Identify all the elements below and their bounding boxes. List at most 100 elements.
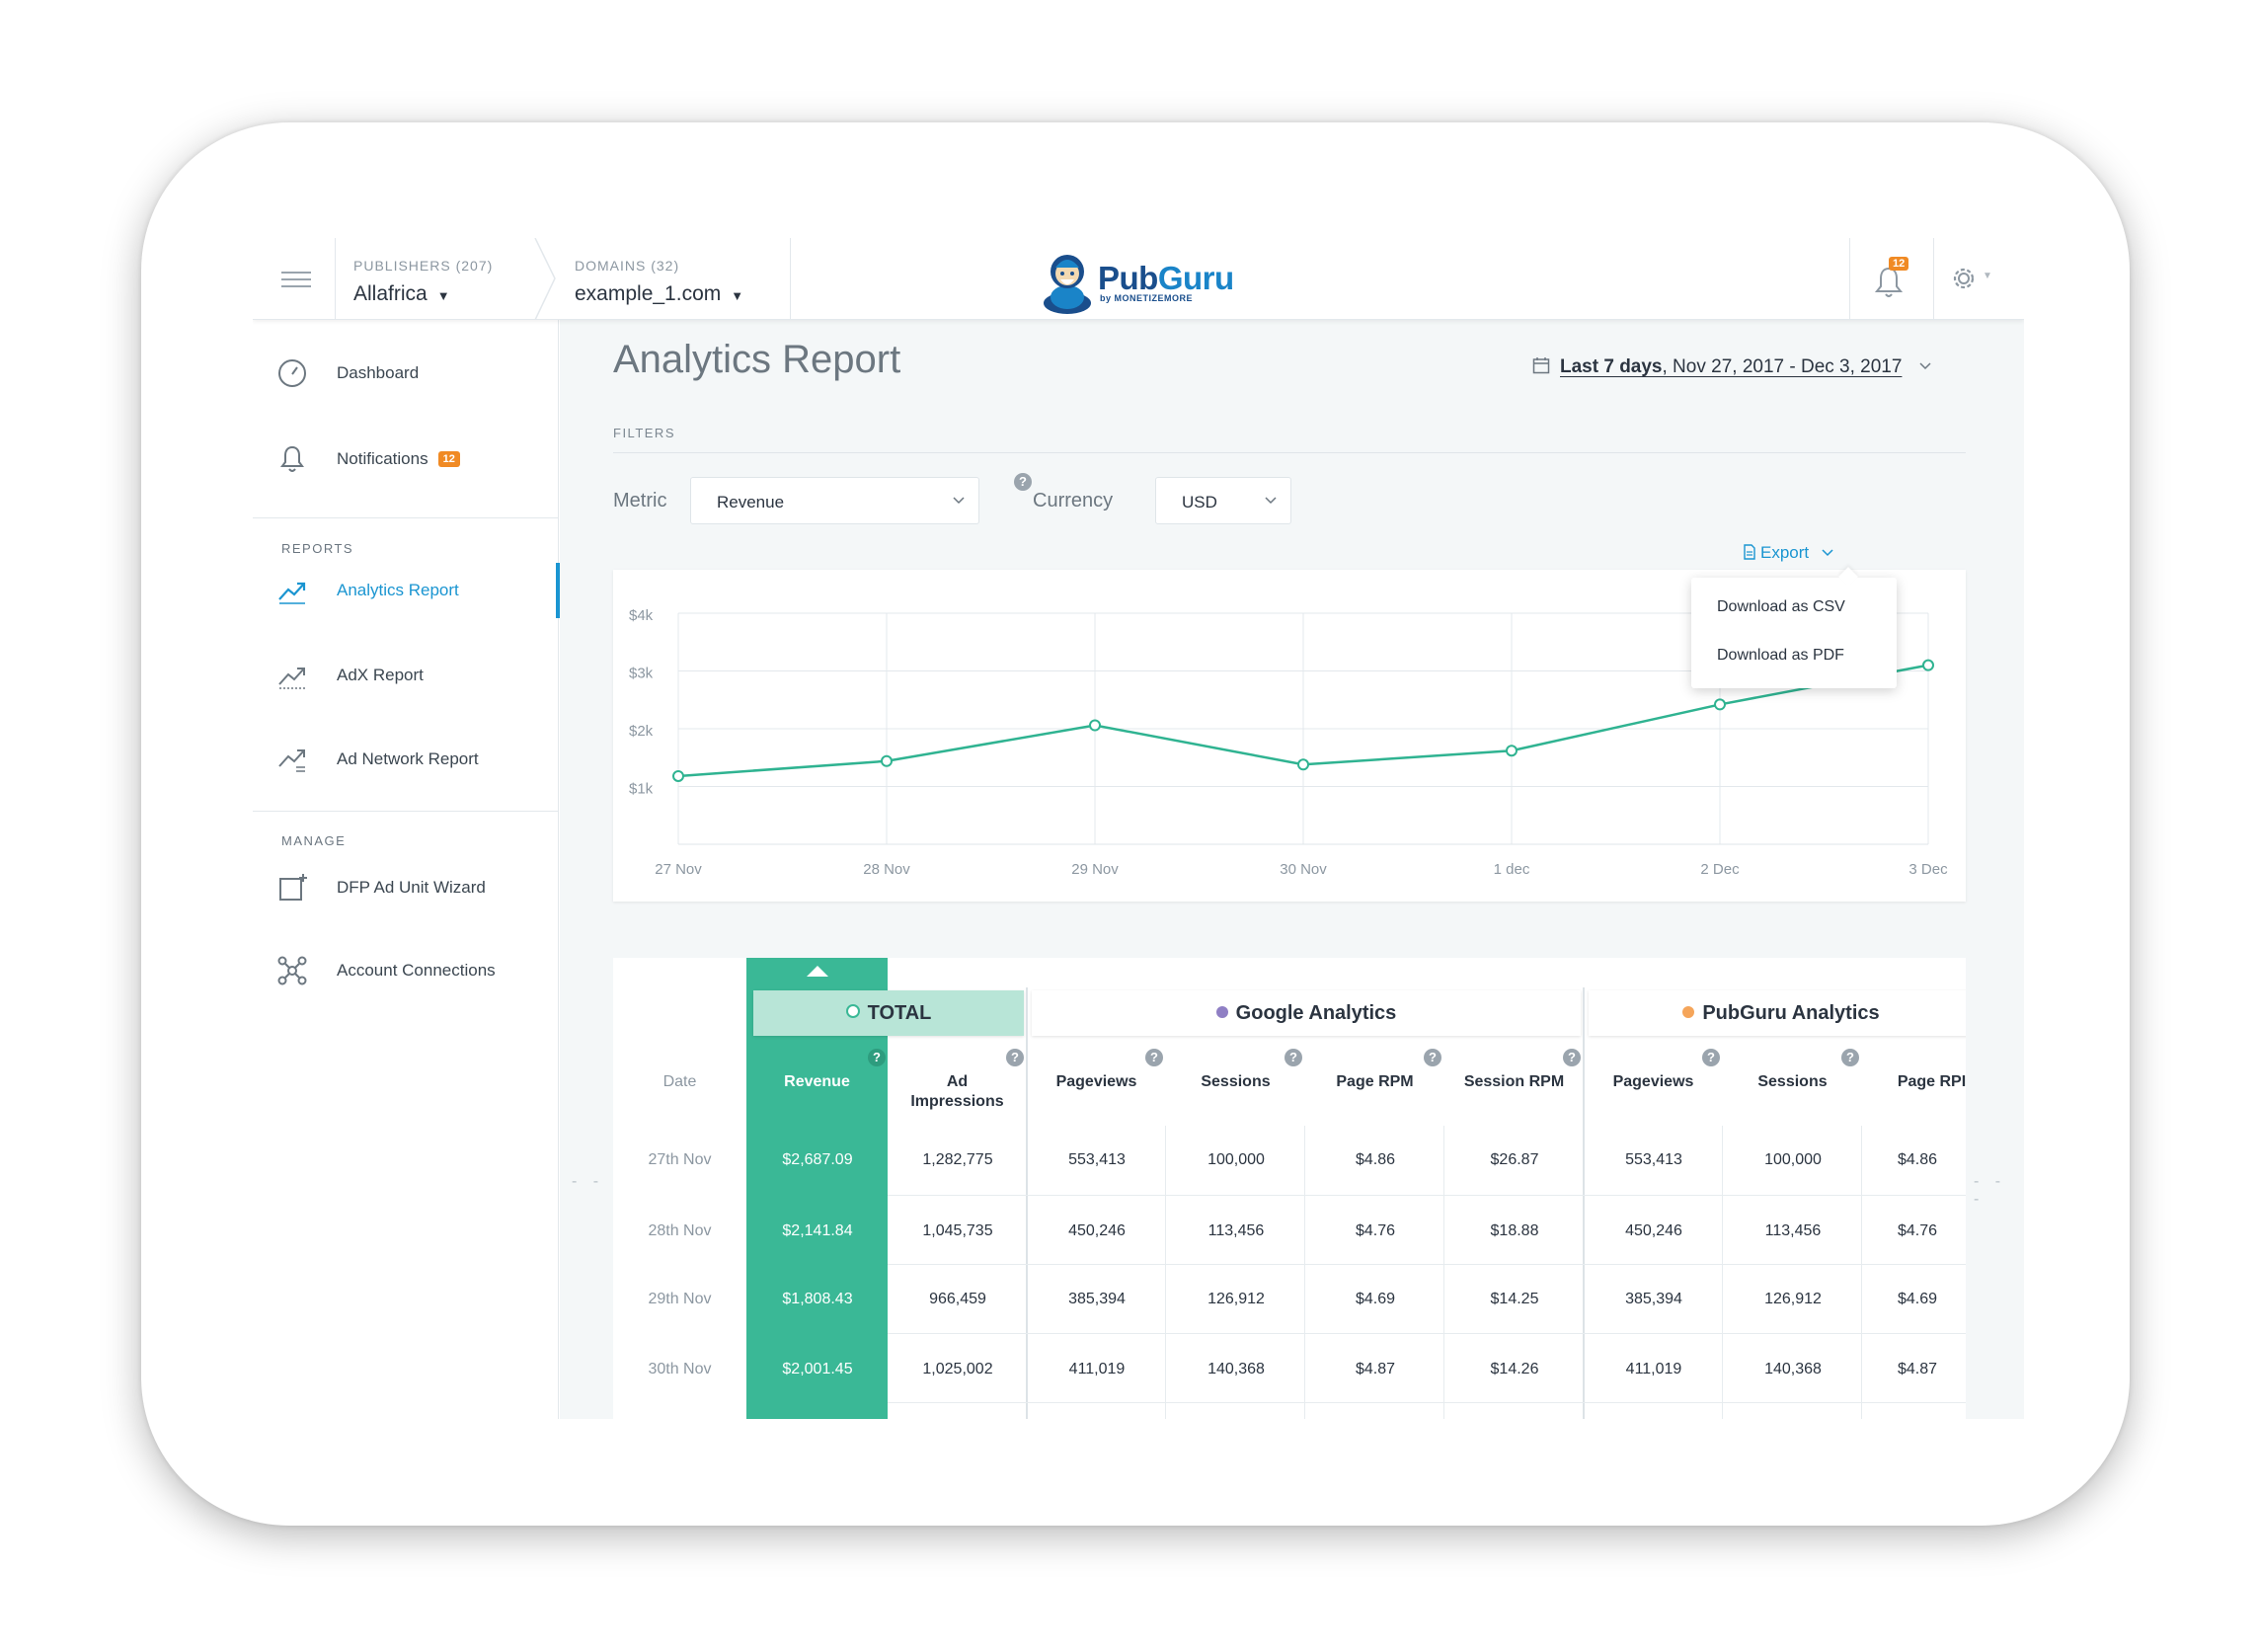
- column-header-pg-page-rpm[interactable]: Page RPI: [1897, 1073, 1966, 1090]
- x-tick-label: 30 Nov: [1280, 861, 1327, 878]
- publisher-selector[interactable]: PUBLISHERS (207) Allafrica ▼: [353, 248, 493, 306]
- cell-pg-pageviews: 411,019: [1625, 1361, 1682, 1377]
- export-dropdown-menu: Download as CSV Download as PDF: [1691, 578, 1897, 688]
- sidebar-item-analytics-report[interactable]: Analytics Report: [253, 561, 560, 620]
- y-tick-label: $1k: [629, 781, 654, 798]
- column-header-pg-sessions[interactable]: Sessions: [1757, 1073, 1828, 1090]
- column-header-ad-impressions[interactable]: Ad Impressions: [910, 1073, 1004, 1110]
- date-range-picker[interactable]: Last 7 days, Nov 27, 2017 - Dec 3, 2017: [1532, 356, 1931, 378]
- file-icon: [1744, 544, 1755, 560]
- cell-date: 30th Nov: [648, 1361, 712, 1377]
- download-pdf-option[interactable]: Download as PDF: [1717, 647, 1844, 664]
- network-nodes-icon: [277, 956, 307, 985]
- currency-label: Currency: [1033, 490, 1114, 511]
- trend-up-icon: [278, 668, 305, 689]
- scroll-right-indicator[interactable]: - - -: [1974, 1173, 2007, 1208]
- sidebar-item-label: Ad Network Report: [337, 749, 479, 768]
- help-icon[interactable]: ?: [1285, 1049, 1302, 1066]
- export-button[interactable]: Export: [1743, 543, 1833, 563]
- cell-ad-impressions: 966,459: [929, 1291, 986, 1307]
- cell-sessions: 113,456: [1207, 1222, 1265, 1239]
- help-icon[interactable]: ?: [1145, 1049, 1163, 1066]
- cell-session-rpm: $26.87: [1490, 1151, 1539, 1168]
- column-header-page-rpm[interactable]: Page RPM: [1336, 1073, 1414, 1090]
- caret-down-icon: ▼: [1983, 271, 1992, 281]
- bell-icon: [280, 445, 304, 472]
- filters-label: FILTERS: [613, 426, 675, 440]
- x-tick-label: 3 Dec: [1908, 861, 1948, 878]
- data-point: [1089, 719, 1101, 732]
- cell-pg-pageviews: 450,246: [1625, 1222, 1682, 1239]
- gauge-icon: [278, 359, 306, 387]
- scroll-left-indicator[interactable]: - -: [572, 1173, 605, 1190]
- data-point: [881, 754, 893, 767]
- cell-date: 27th Nov: [648, 1151, 712, 1168]
- gear-icon: [1953, 268, 1975, 289]
- breadcrumb-chevron-icon: [534, 238, 556, 320]
- menu-icon[interactable]: [281, 272, 311, 292]
- cell-session-rpm: $14.26: [1490, 1361, 1539, 1377]
- logo-subtitle: by MONETIZEMORE: [1100, 293, 1194, 303]
- line-chart: $1k $2k $3k $4k 27 Nov 28 Nov 29 Nov 30 Nov 1 de…: [629, 607, 1948, 878]
- sidebar-item-notifications[interactable]: Notifications 12: [253, 430, 559, 489]
- cell-page-rpm: $4.87: [1355, 1361, 1396, 1377]
- sidebar-item-adx-report[interactable]: AdX Report: [253, 646, 559, 705]
- cell-pg-sessions: 140,368: [1764, 1361, 1822, 1377]
- metric-select[interactable]: Revenue: [690, 477, 979, 524]
- download-csv-option[interactable]: Download as CSV: [1717, 598, 1845, 615]
- help-icon[interactable]: ?: [1424, 1049, 1441, 1066]
- sidebar-item-dfp-ad-unit-wizard[interactable]: DFP Ad Unit Wizard: [253, 858, 559, 917]
- sort-ascending-icon[interactable]: [807, 966, 828, 977]
- column-header-date[interactable]: Date: [662, 1073, 697, 1090]
- caret-down-icon: ▼: [436, 288, 450, 303]
- help-icon[interactable]: ?: [1841, 1049, 1859, 1066]
- cell-revenue: $2,687.09: [782, 1151, 853, 1168]
- data-point: [1714, 698, 1726, 711]
- google-dot-icon: [1215, 1006, 1228, 1018]
- group-header-total: TOTAL: [753, 990, 1024, 1036]
- data-point: [1922, 659, 1934, 671]
- notification-count-badge: 12: [437, 451, 460, 467]
- column-header-pageviews[interactable]: Pageviews: [1055, 1073, 1137, 1090]
- sidebar-item-label: Account Connections: [337, 961, 496, 980]
- help-icon[interactable]: ?: [868, 1049, 886, 1066]
- help-icon[interactable]: ?: [1014, 473, 1032, 491]
- column-header-revenue[interactable]: Revenue: [784, 1073, 850, 1090]
- domain-selector[interactable]: DOMAINS (32) example_1.com ▼: [575, 248, 743, 306]
- analytics-table: TOTAL Google Analytics PubGuru Analytics…: [613, 958, 1966, 1419]
- chevron-down-icon: [1822, 549, 1833, 557]
- cell-pageviews: 450,246: [1068, 1222, 1126, 1239]
- x-tick-label: 1 dec: [1494, 861, 1530, 878]
- column-header-sessions[interactable]: Sessions: [1201, 1073, 1271, 1090]
- total-dot-icon: [845, 1004, 860, 1018]
- currency-select[interactable]: USD: [1155, 477, 1291, 524]
- date-range-preset: Last 7 days: [1560, 356, 1663, 377]
- x-tick-label: 27 Nov: [655, 861, 702, 878]
- x-tick-label: 2 Dec: [1700, 861, 1740, 878]
- help-icon[interactable]: ?: [1563, 1049, 1581, 1066]
- cell-pg-page-rpm: $4.87: [1897, 1361, 1938, 1377]
- chevron-down-icon: [953, 497, 965, 505]
- cell-pageviews: 553,413: [1068, 1151, 1126, 1168]
- column-header-pg-pageviews[interactable]: Pageviews: [1612, 1073, 1694, 1090]
- app-screen: PUBLISHERS (207) Allafrica ▼ DOMAINS (32)…: [253, 238, 2024, 1419]
- sidebar-item-dashboard[interactable]: Dashboard: [253, 344, 559, 403]
- pubguru-dot-icon: [1682, 1006, 1695, 1018]
- data-point: [1506, 745, 1518, 757]
- sidebar-item-account-connections[interactable]: Account Connections: [253, 941, 559, 1000]
- cell-revenue: $2,141.84: [782, 1222, 853, 1239]
- cell-sessions: 100,000: [1207, 1151, 1265, 1168]
- notifications-button[interactable]: 12: [1872, 257, 1911, 299]
- sidebar-item-label: Dashboard: [337, 363, 420, 382]
- sidebar-item-ad-network-report[interactable]: Ad Network Report: [253, 730, 559, 789]
- cell-date: 28th Nov: [648, 1222, 712, 1239]
- column-header-session-rpm[interactable]: Session RPM: [1463, 1073, 1565, 1090]
- cell-page-rpm: $4.69: [1355, 1291, 1396, 1307]
- help-icon[interactable]: ?: [1702, 1049, 1720, 1066]
- pubguru-logo[interactable]: PubGuru by MONETIZEMORE: [1041, 246, 1258, 315]
- publishers-label: PUBLISHERS (207): [353, 258, 494, 274]
- settings-button[interactable]: ▼: [1949, 260, 2008, 299]
- help-icon[interactable]: ?: [1006, 1049, 1024, 1066]
- logo-text-pub: Pub: [1098, 260, 1158, 296]
- domain-value: example_1.com: [575, 282, 722, 305]
